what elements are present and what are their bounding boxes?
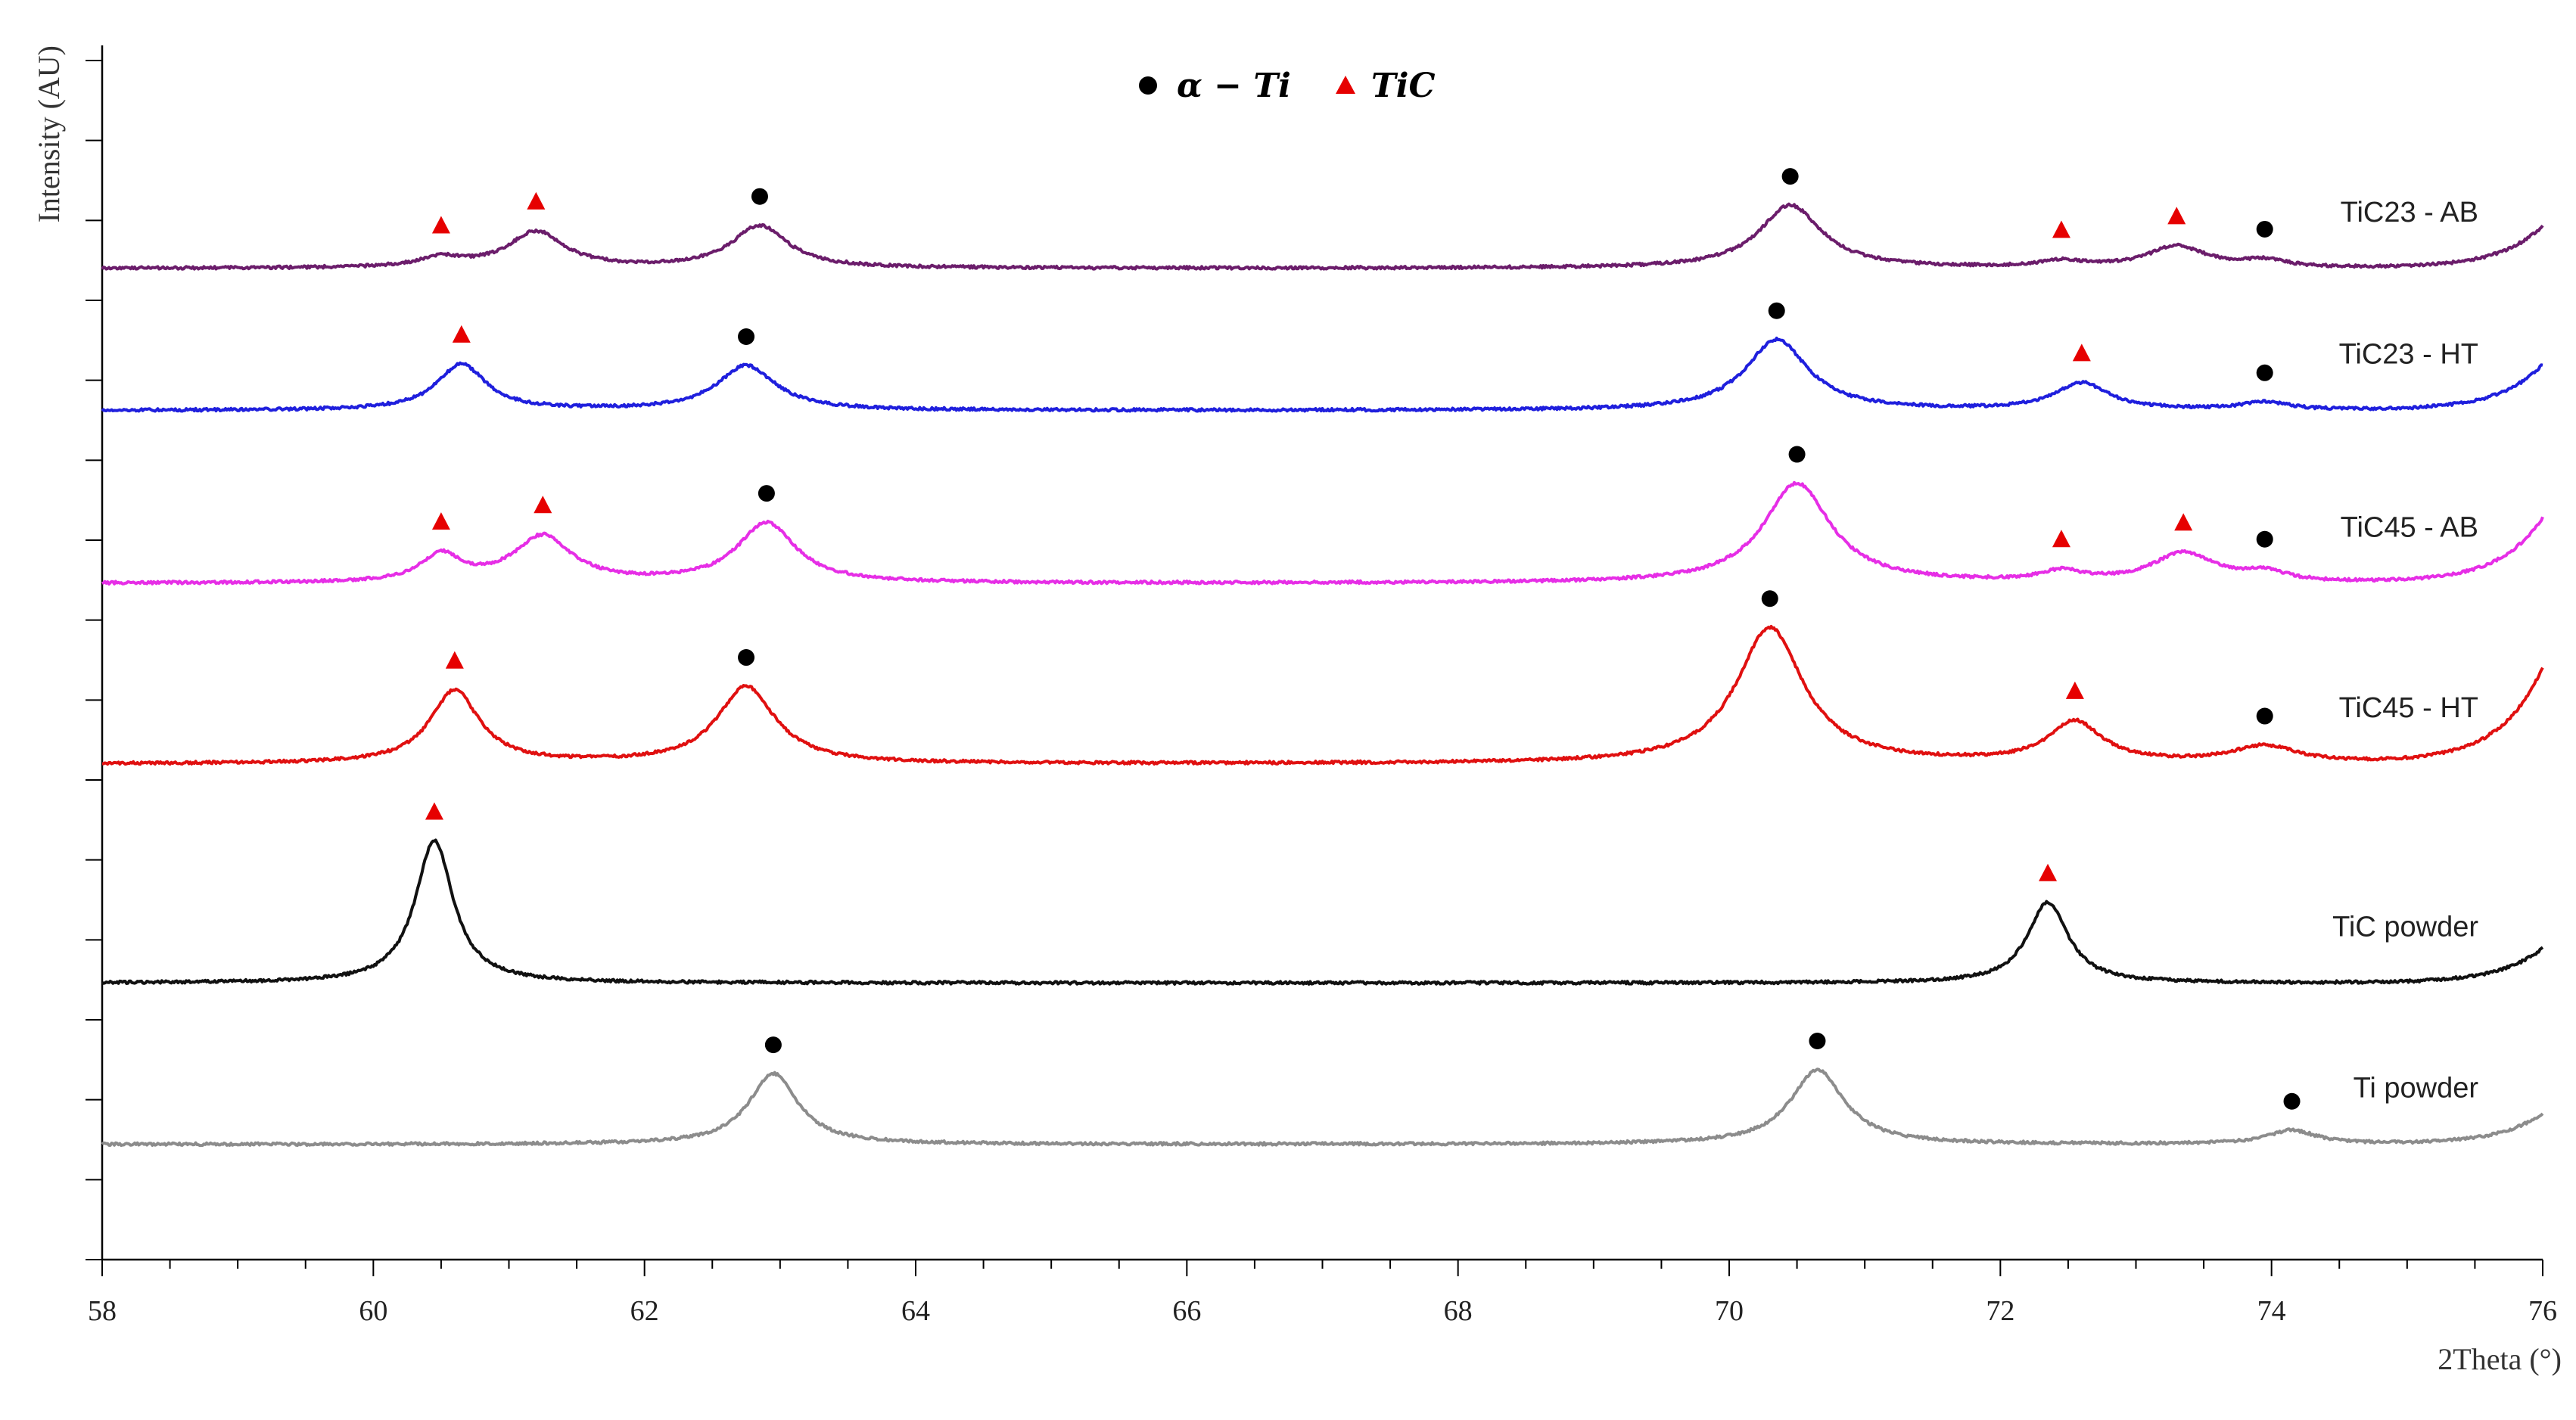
legend-label-alpha-ti: α − Ti bbox=[1177, 67, 1291, 105]
alpha-ti-peak-marker bbox=[2256, 364, 2273, 381]
x-ticks: 58 60 62 64 66 68 70 72 74 76 bbox=[88, 1260, 2557, 1327]
alpha-ti-peak-marker bbox=[758, 485, 775, 502]
alpha-ti-peak-marker bbox=[2256, 707, 2273, 725]
alpha-ti-peak-marker bbox=[738, 649, 755, 666]
tic-peak-marker bbox=[534, 496, 552, 514]
y-ticks bbox=[86, 60, 102, 1260]
x-tick-label: 58 bbox=[88, 1295, 117, 1327]
alpha-ti-peak-marker bbox=[1768, 302, 1785, 319]
x-tick-label: 70 bbox=[1715, 1295, 1744, 1327]
alpha-ti-peak-marker bbox=[1809, 1032, 1826, 1049]
x-tick-label: 72 bbox=[1986, 1295, 2014, 1327]
tic-peak-marker bbox=[527, 191, 546, 210]
x-tick-label: 64 bbox=[901, 1295, 930, 1327]
tic-peak-marker bbox=[2065, 681, 2084, 699]
alpha-ti-peak-marker bbox=[1781, 168, 1799, 185]
legend: α − Ti TiC bbox=[1139, 67, 1435, 105]
series-label: TiC23 - AB bbox=[2341, 197, 2478, 228]
y-axis-title: Intensity (AU) bbox=[32, 45, 66, 222]
series-labels: TiC23 - AB TiC23 - HT TiC45 - AB TiC45 - HT… bbox=[2332, 197, 2478, 1105]
alpha-ti-peak-marker bbox=[738, 328, 755, 346]
tic-peak-marker bbox=[431, 512, 450, 530]
alpha-ti-peak-marker bbox=[764, 1036, 782, 1054]
legend-circle-marker bbox=[1139, 76, 1157, 95]
tic-peak-marker bbox=[445, 651, 464, 669]
x-tick-label: 74 bbox=[2257, 1295, 2286, 1327]
tic-peak-marker bbox=[2167, 207, 2186, 225]
tic-peak-marker bbox=[425, 802, 443, 820]
peak-markers bbox=[425, 168, 2301, 1110]
alpha-ti-peak-marker bbox=[1788, 446, 1806, 463]
series-line bbox=[101, 625, 2544, 766]
tic-peak-marker bbox=[452, 325, 471, 343]
series-line bbox=[101, 337, 2543, 413]
series-line bbox=[101, 1067, 2544, 1148]
series-label: TiC23 - HT bbox=[2339, 339, 2478, 371]
x-tick-label: 76 bbox=[2528, 1295, 2557, 1327]
tic-peak-marker bbox=[2052, 220, 2070, 238]
series-line bbox=[101, 202, 2544, 271]
series-label: TiC45 - HT bbox=[2339, 692, 2478, 724]
tic-peak-marker bbox=[431, 216, 450, 234]
series-line bbox=[101, 480, 2544, 586]
tic-peak-marker bbox=[2174, 513, 2193, 531]
alpha-ti-peak-marker bbox=[2283, 1092, 2301, 1110]
series-label: TiC powder bbox=[2332, 911, 2478, 943]
tic-peak-marker bbox=[2039, 863, 2058, 881]
x-tick-label: 60 bbox=[359, 1295, 387, 1327]
series-label: Ti powder bbox=[2354, 1073, 2479, 1105]
series-line bbox=[101, 838, 2544, 986]
tic-peak-marker bbox=[2052, 530, 2070, 548]
series-lines bbox=[101, 202, 2544, 1148]
axes: 58 60 62 64 66 68 70 72 74 76 bbox=[86, 45, 2557, 1327]
legend-triangle-marker bbox=[1336, 76, 1355, 94]
alpha-ti-peak-marker bbox=[751, 188, 768, 205]
alpha-ti-peak-marker bbox=[1761, 590, 1778, 607]
x-tick-label: 68 bbox=[1444, 1295, 1473, 1327]
x-tick-label: 66 bbox=[1172, 1295, 1201, 1327]
x-tick-label: 62 bbox=[630, 1295, 659, 1327]
alpha-ti-peak-marker bbox=[2256, 220, 2273, 238]
legend-label-tic: TiC bbox=[1371, 67, 1435, 105]
alpha-ti-peak-marker bbox=[2256, 530, 2273, 548]
tic-peak-marker bbox=[2072, 343, 2091, 362]
x-axis-title: 2Theta (°) bbox=[2438, 1342, 2562, 1376]
series-label: TiC45 - AB bbox=[2341, 511, 2478, 543]
